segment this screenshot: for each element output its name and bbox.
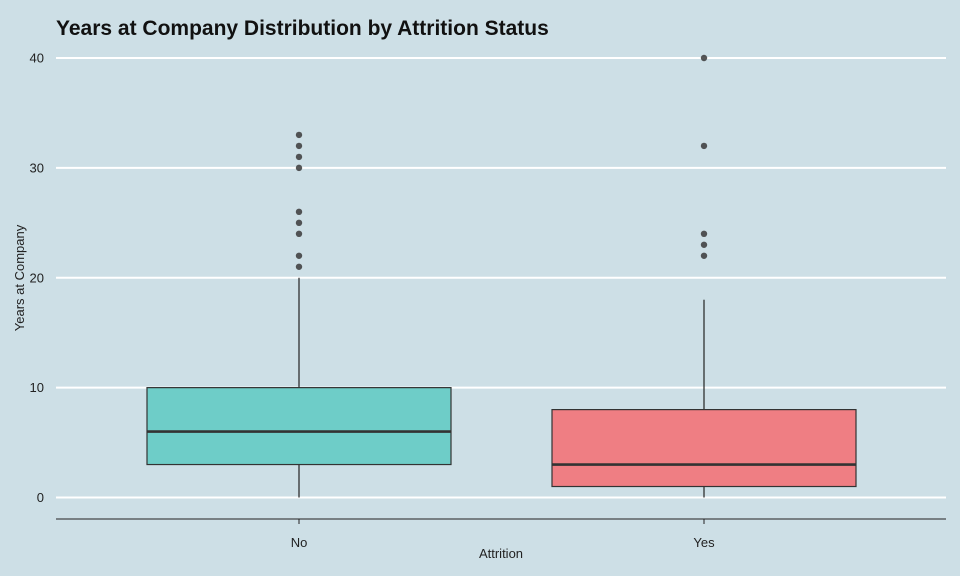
iqr-box bbox=[146, 387, 452, 466]
outlier-point bbox=[700, 54, 708, 62]
outlier-point bbox=[295, 252, 303, 259]
x-axis-title: Attrition bbox=[479, 546, 523, 561]
outlier-point bbox=[295, 131, 303, 139]
y-tick-label: 20 bbox=[30, 270, 44, 285]
y-tick-label: 30 bbox=[30, 160, 44, 175]
box-group-yes bbox=[551, 54, 857, 498]
tick-labels: 0 10 20 30 40 No Yes bbox=[30, 51, 716, 551]
outlier-point bbox=[295, 208, 303, 216]
y-axis-title: Years at Company bbox=[12, 224, 27, 331]
x-tick-label: No bbox=[291, 535, 308, 550]
outlier-point bbox=[295, 230, 303, 237]
box-group-no bbox=[146, 131, 452, 498]
y-tick-label: 10 bbox=[30, 380, 44, 395]
y-tick-label: 0 bbox=[37, 490, 44, 505]
box-series bbox=[146, 54, 857, 498]
y-tick-label: 40 bbox=[30, 51, 44, 66]
outlier-point bbox=[295, 263, 303, 270]
outlier-point bbox=[295, 164, 303, 172]
outlier-point bbox=[700, 230, 708, 237]
chart-title: Years at Company Distribution by Attriti… bbox=[56, 17, 549, 40]
outlier-point bbox=[295, 219, 303, 227]
outlier-point bbox=[295, 142, 303, 150]
outlier-point bbox=[700, 252, 708, 259]
outlier-point bbox=[295, 153, 303, 161]
x-tick-label: Yes bbox=[693, 535, 715, 550]
outlier-point bbox=[700, 142, 708, 150]
iqr-box bbox=[551, 409, 857, 488]
outlier-point bbox=[700, 241, 708, 248]
